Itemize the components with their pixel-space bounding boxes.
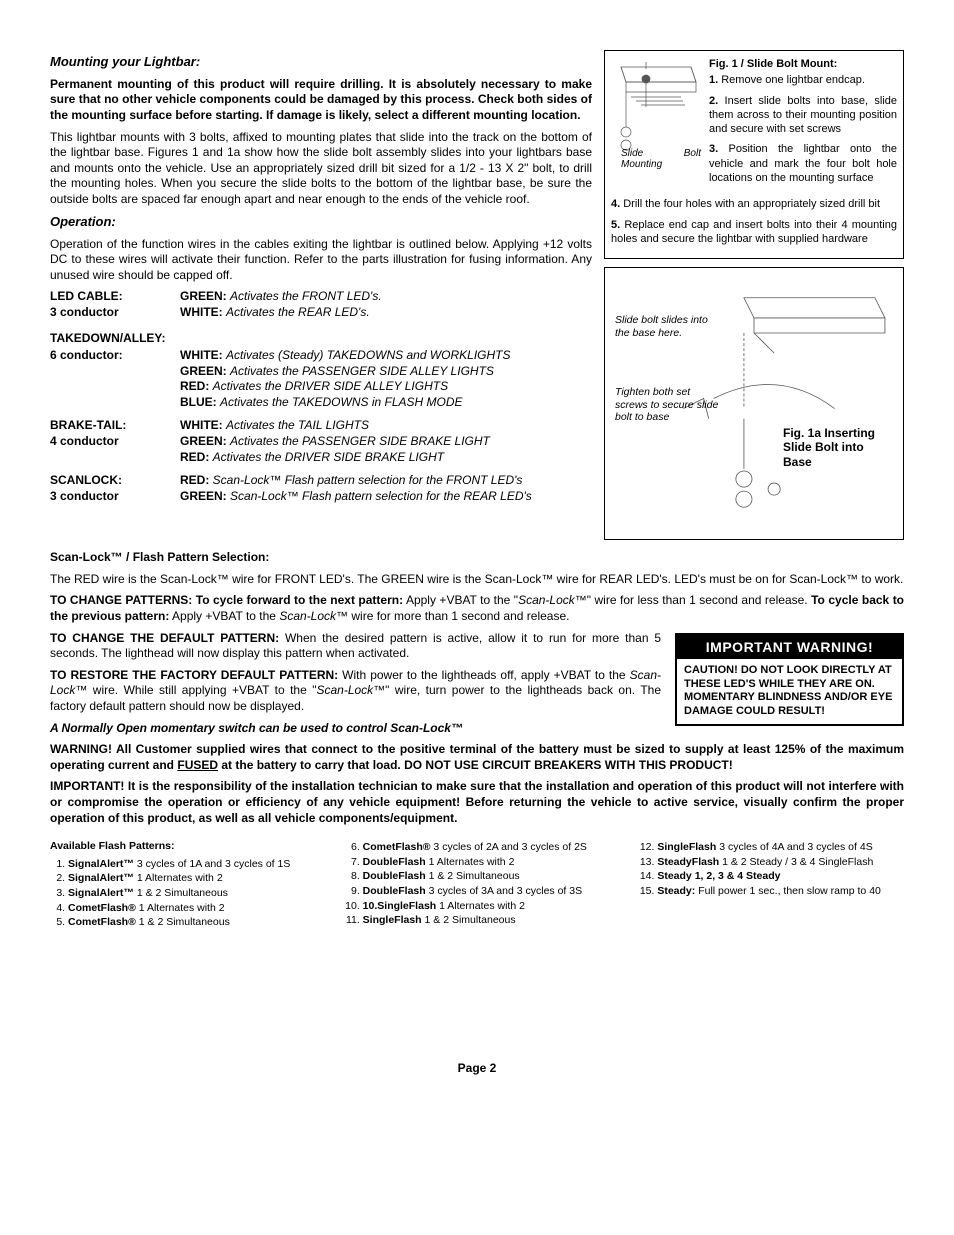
- fig1a-label2: Tighten both set screws to secure slide …: [615, 386, 725, 424]
- brake-sub: 4 conductor: [50, 434, 119, 448]
- scan-sub: 3 conductor: [50, 489, 119, 503]
- brake-label: BRAKE-TAIL:: [50, 418, 126, 432]
- wire-desc: Activates the PASSENGER SIDE BRAKE LIGHT: [230, 434, 490, 448]
- pattern-item: CometFlash® 1 Alternates with 2: [68, 902, 315, 916]
- wire-desc: Activates the TAKEDOWNS in FLASH MODE: [220, 395, 463, 409]
- pattern-item: DoubleFlash 3 cycles of 3A and 3 cycles …: [363, 885, 610, 899]
- fig1-s5: Replace end cap and insert bolts into th…: [611, 219, 897, 245]
- wire-desc: Activates the TAIL LIGHTS: [226, 418, 369, 432]
- wire-color: WHITE:: [180, 305, 226, 319]
- patterns-col1: Available Flash Patterns: SignalAlert™ 3…: [50, 840, 315, 931]
- pattern-item: SignalAlert™ 3 cycles of 1A and 3 cycles…: [68, 858, 315, 872]
- left-column: Mounting your Lightbar: Permanent mounti…: [50, 50, 592, 540]
- pattern-item: SingleFlash 3 cycles of 4A and 3 cycles …: [657, 841, 904, 855]
- pattern-item: SteadyFlash 1 & 2 Steady / 3 & 4 SingleF…: [657, 856, 904, 870]
- wire-desc: Scan-Lock™ Flash pattern selection for t…: [230, 489, 532, 503]
- fig1a-label1: Slide bolt slides into the base here.: [615, 314, 725, 339]
- fig1-diagram: Slide Bolt Mounting: [611, 57, 701, 172]
- operation-body-para: Operation of the function wires in the c…: [50, 237, 592, 284]
- pattern-item: CometFlash® 1 & 2 Simultaneous: [68, 916, 315, 930]
- wire-desc: Activates the REAR LED's.: [226, 305, 370, 319]
- pattern-item: SingleFlash 1 & 2 Simultaneous: [363, 914, 610, 928]
- wire-color: GREEN:: [180, 489, 230, 503]
- fig1a-box: Slide bolt slides into the base here. Ti…: [604, 267, 904, 540]
- fig1a-caption: Fig. 1a Inserting Slide Bolt into Base: [783, 426, 893, 469]
- patterns-col3: SingleFlash 3 cycles of 4A and 3 cycles …: [639, 840, 904, 931]
- mounting-bold-para: Permanent mounting of this product will …: [50, 77, 592, 124]
- wire-desc: Activates (Steady) TAKEDOWNS and WORKLIG…: [226, 348, 511, 362]
- wire-desc: Activates the DRIVER SIDE ALLEY LIGHTS: [213, 379, 448, 393]
- scanlock-head: Scan-Lock™ / Flash Pattern Selection:: [50, 550, 904, 566]
- right-column: Slide Bolt Mounting Fig. 1 / Slide Bolt …: [604, 50, 904, 540]
- scanlock-p2: TO CHANGE PATTERNS: To cycle forward to …: [50, 593, 904, 624]
- wire-table: LED CABLE: GREEN: Activates the FRONT LE…: [50, 289, 592, 504]
- warning-title: IMPORTANT WARNING!: [677, 635, 902, 659]
- warning-body: CAUTION! DO NOT LOOK DIRECTLY AT THESE L…: [677, 659, 902, 724]
- pattern-item: SignalAlert™ 1 Alternates with 2: [68, 872, 315, 886]
- pattern-item: Steady: Full power 1 sec., then slow ram…: [657, 885, 904, 899]
- patterns-col2: CometFlash® 3 cycles of 2A and 3 cycles …: [345, 840, 610, 931]
- wire-desc: Activates the DRIVER SIDE BRAKE LIGHT: [213, 450, 444, 464]
- warning-2: IMPORTANT! It is the responsibility of t…: [50, 779, 904, 826]
- led-cable-sub: 3 conductor: [50, 305, 119, 319]
- fig1-img-caption: Slide Bolt Mounting: [621, 148, 701, 170]
- wire-color: GREEN:: [180, 289, 230, 303]
- operation-heading: Operation:: [50, 214, 592, 231]
- fig1-steps: Fig. 1 / Slide Bolt Mount: 1. Remove one…: [709, 57, 897, 191]
- wire-desc: Activates the FRONT LED's.: [230, 289, 382, 303]
- scanlock-p1: The RED wire is the Scan-Lock™ wire for …: [50, 572, 904, 588]
- warning-box: IMPORTANT WARNING! CAUTION! DO NOT LOOK …: [675, 633, 904, 726]
- pattern-item: DoubleFlash 1 Alternates with 2: [363, 856, 610, 870]
- pattern-item: Steady 1, 2, 3 & 4 Steady: [657, 870, 904, 884]
- page-number: Page 2: [50, 1061, 904, 1077]
- mounting-body-para: This lightbar mounts with 3 bolts, affix…: [50, 130, 592, 208]
- pattern-item: 10.SingleFlash 1 Alternates with 2: [363, 900, 610, 914]
- fig1-title: Fig. 1 / Slide Bolt Mount:: [709, 57, 897, 71]
- takedown-sub: 6 conductor:: [50, 348, 123, 362]
- wire-color: RED:: [180, 379, 213, 393]
- top-row: Mounting your Lightbar: Permanent mounti…: [50, 50, 904, 540]
- patterns-section: Available Flash Patterns: SignalAlert™ 3…: [50, 840, 904, 931]
- wire-color: WHITE:: [180, 348, 226, 362]
- pattern-item: DoubleFlash 1 & 2 Simultaneous: [363, 870, 610, 884]
- patterns-head: Available Flash Patterns:: [50, 840, 315, 854]
- wire-desc: Scan-Lock™ Flash pattern selection for t…: [213, 473, 523, 487]
- wire-color: GREEN:: [180, 434, 230, 448]
- led-cable-label: LED CABLE:: [50, 289, 123, 303]
- wire-color: GREEN:: [180, 364, 230, 378]
- wire-color: RED:: [180, 473, 213, 487]
- fig1-box: Slide Bolt Mounting Fig. 1 / Slide Bolt …: [604, 50, 904, 259]
- scanlock-section: Scan-Lock™ / Flash Pattern Selection: Th…: [50, 550, 904, 826]
- fig1-s3: Position the lightbar onto the vehicle a…: [709, 143, 897, 184]
- pattern-item: SignalAlert™ 1 & 2 Simultaneous: [68, 887, 315, 901]
- warning-1: WARNING! All Customer supplied wires tha…: [50, 742, 904, 773]
- fig1-s4: Drill the four holes with an appropriate…: [623, 198, 880, 210]
- scan-label: SCANLOCK:: [50, 473, 122, 487]
- fig1-s2: Insert slide bolts into base, slide them…: [709, 95, 897, 136]
- takedown-head: TAKEDOWN/ALLEY:: [50, 331, 592, 347]
- pattern-item: CometFlash® 3 cycles of 2A and 3 cycles …: [363, 841, 610, 855]
- fig1-s1: Remove one lightbar endcap.: [721, 74, 865, 86]
- wire-desc: Activates the PASSENGER SIDE ALLEY LIGHT…: [230, 364, 494, 378]
- wire-color: RED:: [180, 450, 213, 464]
- mounting-heading: Mounting your Lightbar:: [50, 54, 592, 71]
- wire-color: BLUE:: [180, 395, 220, 409]
- wire-color: WHITE:: [180, 418, 226, 432]
